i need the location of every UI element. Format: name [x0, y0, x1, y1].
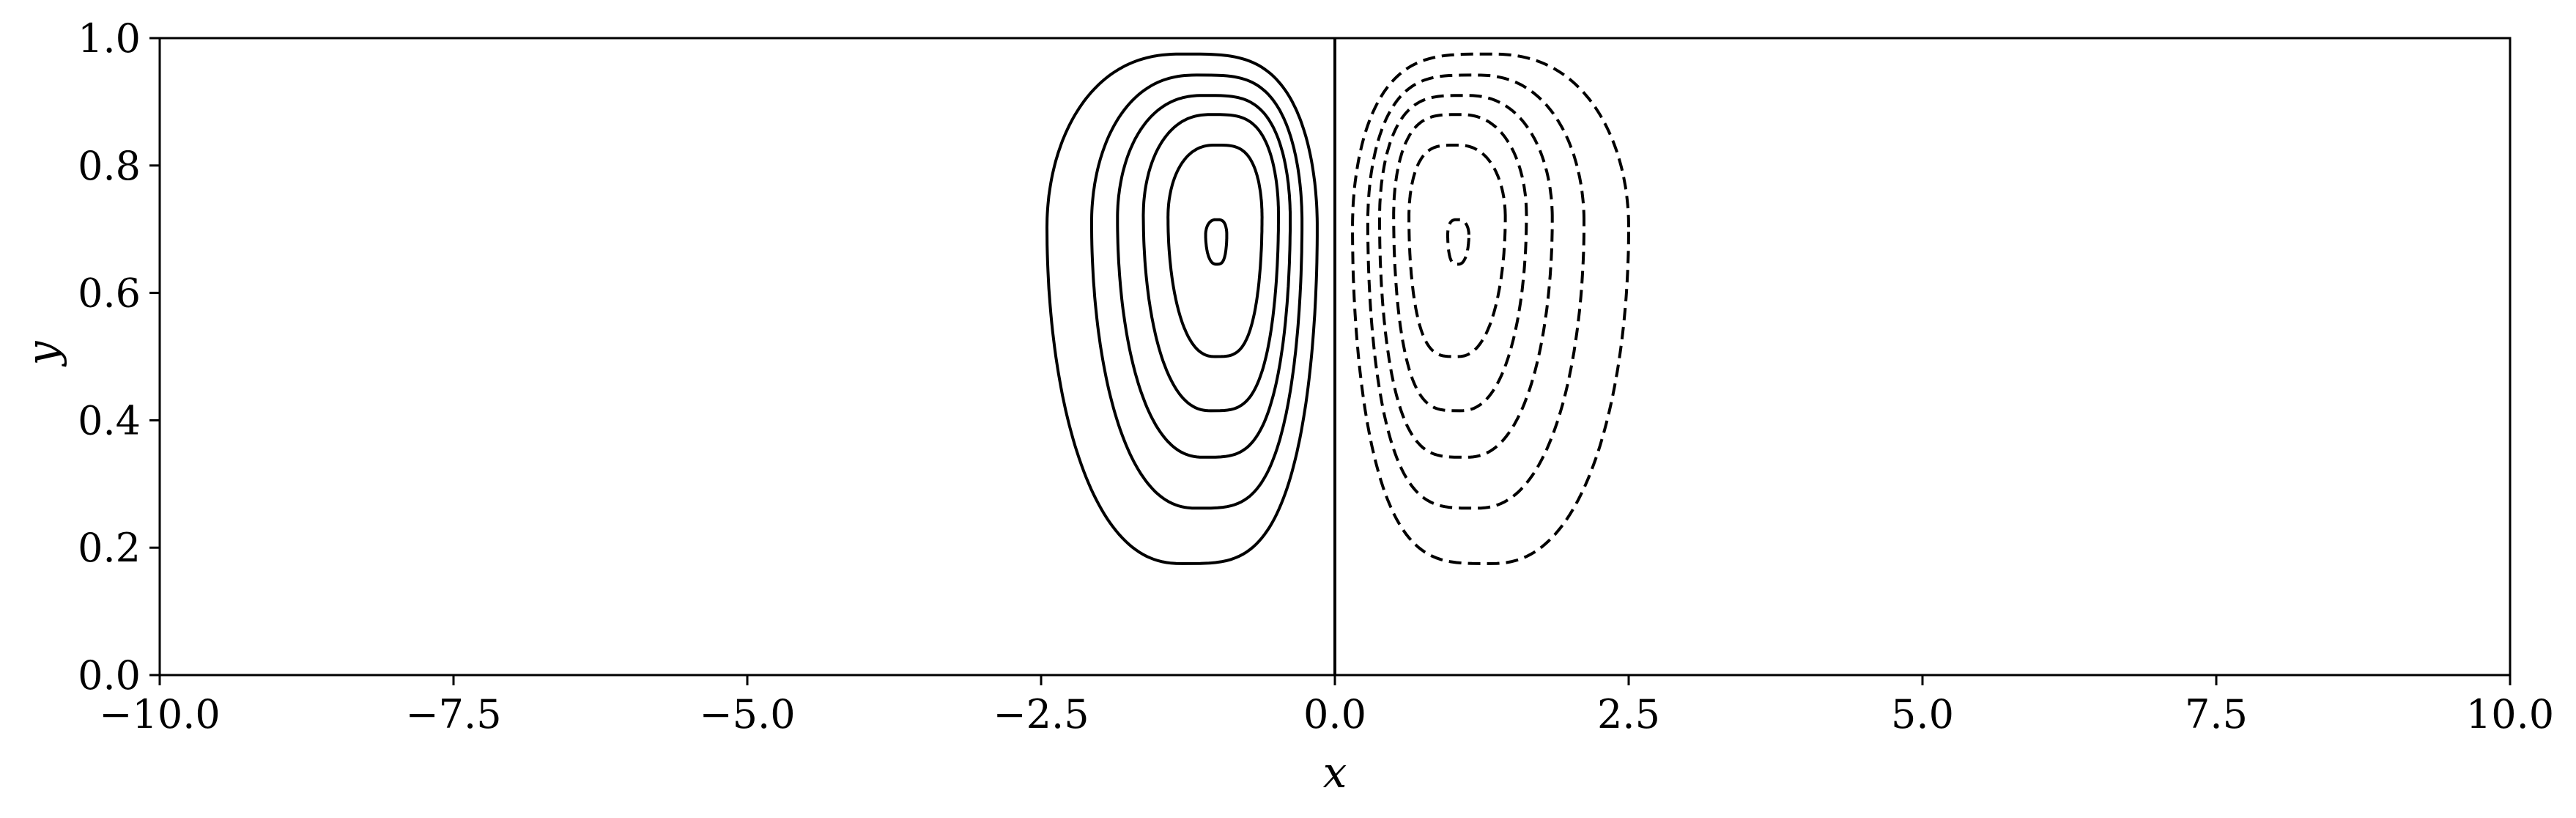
- x-tick-label: 7.5: [2185, 691, 2248, 737]
- contour-lines: [1045, 52, 1631, 565]
- x-axis-label: x: [1323, 748, 1347, 797]
- x-tick-label: 10.0: [2466, 691, 2554, 737]
- x-tick-label: 2.5: [1597, 691, 1660, 737]
- y-axis-ticks: 0.0 0.2 0.4 0.6 0.8 1.0: [78, 15, 160, 699]
- x-tick-label: −7.5: [405, 691, 501, 737]
- y-tick-label: 0.2: [78, 525, 141, 571]
- x-tick-label: 5.0: [1891, 691, 1954, 737]
- contour-negative-6: [1446, 218, 1470, 266]
- x-tick-label: −2.5: [993, 691, 1089, 737]
- contour-positive-2: [1090, 73, 1304, 510]
- x-axis-ticks: −10.0 −7.5 −5.0 −2.5 0.0 2.5 5.0 7.5 10.0: [99, 675, 2554, 737]
- contour-negative-5: [1407, 144, 1507, 358]
- contour-positive-6: [1204, 218, 1229, 266]
- contour-negative-4: [1392, 113, 1528, 413]
- x-tick-label: −10.0: [99, 691, 220, 737]
- y-tick-label: 0.4: [78, 397, 141, 443]
- x-tick-label: 0.0: [1303, 691, 1366, 737]
- y-tick-label: 0.0: [78, 652, 141, 699]
- y-tick-label: 0.6: [78, 270, 141, 317]
- contour-positive-5: [1166, 144, 1264, 358]
- contour-positive-1: [1045, 52, 1319, 565]
- contour-negative-2: [1366, 73, 1585, 510]
- y-tick-label: 1.0: [78, 15, 141, 62]
- x-tick-label: −5.0: [699, 691, 795, 737]
- y-tick-label: 0.8: [78, 143, 141, 189]
- contour-positive-3: [1116, 94, 1292, 459]
- contour-negative-3: [1378, 94, 1554, 459]
- contour-positive-4: [1141, 113, 1280, 413]
- contour-negative-1: [1351, 52, 1631, 565]
- y-axis-label: y: [18, 340, 67, 367]
